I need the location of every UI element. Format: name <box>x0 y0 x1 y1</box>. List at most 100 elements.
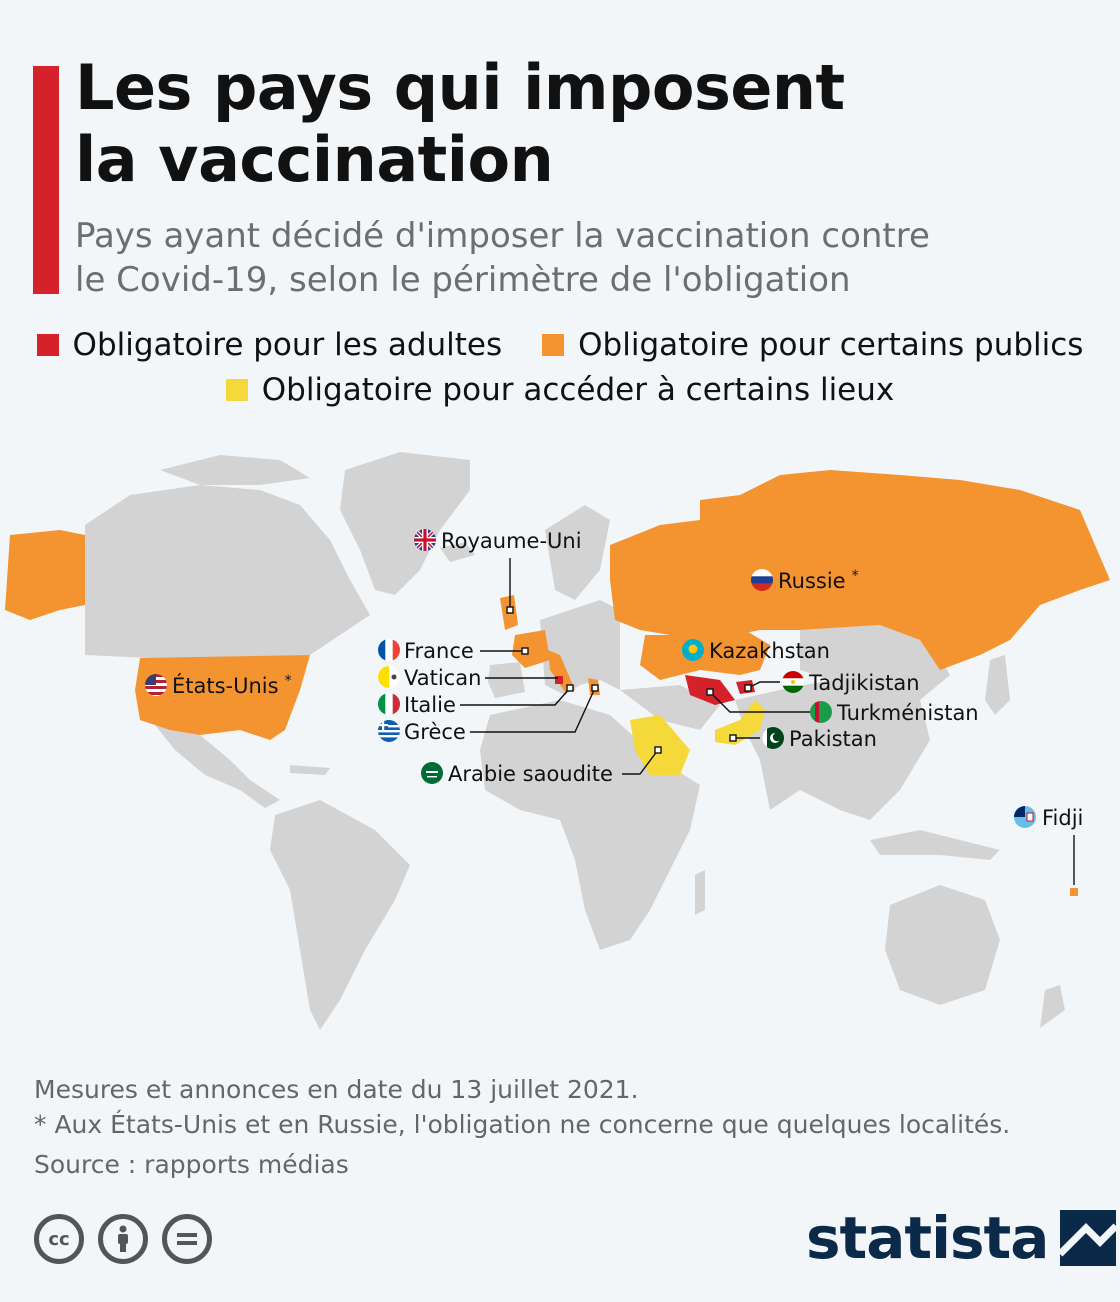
leader-tajikistan <box>747 681 780 689</box>
fiji-shape <box>1070 888 1078 896</box>
legend: Obligatoire pour les adultes Obligatoire… <box>0 327 1120 363</box>
marker-italy <box>566 684 574 692</box>
subtitle-line-1: Pays ayant décidé d'imposer la vaccinati… <box>75 216 930 256</box>
legend-item-certain-places: Obligatoire pour accéder à certains lieu… <box>225 372 895 408</box>
footnote-asterisk: * Aux États-Unis et en Russie, l'obligat… <box>34 1110 1011 1139</box>
greenland <box>340 452 470 595</box>
legend-swatch-adults <box>36 334 59 356</box>
statista-logo-icon <box>1060 1210 1117 1266</box>
leader-lines <box>460 558 1075 885</box>
statista-brand[interactable]: statista <box>806 1204 1117 1272</box>
title-line-1: Les pays qui imposent <box>75 51 845 124</box>
footnote-date: Mesures et annonces en date du 13 juille… <box>34 1075 639 1104</box>
label-text-italie: Italie <box>404 693 456 717</box>
license-icons: cc <box>34 1214 212 1264</box>
new-zealand <box>1040 985 1065 1028</box>
pakistan-flag-icon <box>762 727 784 749</box>
mexico-central-america <box>155 725 280 808</box>
vatican-flag-icon <box>378 666 400 688</box>
label-text-russie: Russie <box>778 569 846 593</box>
world-map: Royaume-Uni Russie * France Kazakhstan Va… <box>5 452 1110 1030</box>
europe-mainland <box>540 600 620 695</box>
label-france: France <box>378 639 474 663</box>
saudi-arabia-shape <box>630 715 690 775</box>
canada <box>85 485 370 658</box>
label-royaume-uni: Royaume-Uni <box>414 529 582 553</box>
marker-saudi <box>654 746 662 754</box>
usa-shape <box>135 655 310 740</box>
saudi-arabia-flag-icon <box>421 762 443 784</box>
label-text-france: France <box>404 639 474 663</box>
leader-italy <box>460 687 571 706</box>
leader-greece <box>470 687 596 733</box>
label-text-pakistan: Pakistan <box>789 727 877 751</box>
leader-saudi <box>622 749 659 775</box>
label-turkmenistan: Turkménistan <box>810 701 979 725</box>
title-accent-bar <box>33 66 59 294</box>
australia <box>885 885 1000 1005</box>
svg-text:Russie*: Russie * <box>778 568 859 593</box>
legend-label-certain-places: Obligatoire pour accéder à certains lieu… <box>261 372 895 408</box>
vatican-shape <box>555 676 563 684</box>
label-tadjikistan: Tadjikistan <box>782 671 920 695</box>
legend-swatch-certain-places <box>225 379 248 401</box>
certain-places-layer <box>630 700 765 775</box>
russia-flag-icon <box>751 569 773 591</box>
marker-greece <box>591 684 599 692</box>
page-title: Les pays qui imposent la vaccination <box>75 52 1035 196</box>
france-flag-icon <box>378 639 400 661</box>
label-etats-unis: États-Unis * <box>145 673 292 698</box>
china-mongolia <box>800 625 950 700</box>
label-kazakhstan: Kazakhstan <box>682 639 830 663</box>
label-text-kazakhstan: Kazakhstan <box>709 639 830 663</box>
iceland <box>440 542 475 562</box>
by-icon[interactable] <box>98 1214 148 1264</box>
scandinavia <box>545 505 610 600</box>
greece-flag-icon <box>378 720 400 742</box>
italy-shape <box>548 650 575 692</box>
legend-swatch-certain-publics <box>542 334 565 356</box>
southeast-asia-islands <box>870 830 1000 860</box>
label-text-turkmenistan: Turkménistan <box>836 701 979 725</box>
kazakhstan-flag-icon <box>682 639 704 661</box>
kazakhstan-shape <box>640 630 770 680</box>
certain-publics-layer <box>5 470 1110 896</box>
label-text-royaume-uni: Royaume-Uni <box>441 529 582 553</box>
leader-endpoints <box>506 606 752 754</box>
marker-pakistan <box>729 734 737 742</box>
marker-france <box>521 647 529 655</box>
label-text-vatican: Vatican <box>404 666 481 690</box>
label-grece: Grèce <box>378 720 466 744</box>
legend-item-certain-publics: Obligatoire pour certains publics <box>542 327 1083 363</box>
subtitle-line-2: le Covid-19, selon le périmètre de l'obl… <box>75 260 851 300</box>
label-vatican: Vatican <box>378 666 481 690</box>
legend-label-adults: Obligatoire pour les adultes <box>72 327 503 363</box>
italy-flag-icon <box>378 693 400 715</box>
nd-icon[interactable] <box>162 1214 212 1264</box>
label-pakistan: Pakistan <box>762 727 877 751</box>
legend-row-2: Obligatoire pour accéder à certains lieu… <box>0 372 1120 408</box>
spain <box>488 662 525 698</box>
russia-note-mark: * <box>852 568 859 584</box>
usa-note-mark: * <box>285 673 292 689</box>
arctic-islands <box>160 455 310 485</box>
marker-tajikistan <box>744 684 752 692</box>
label-text-tadjikistan: Tadjikistan <box>808 671 920 695</box>
uk-flag-icon <box>414 529 436 551</box>
cc-icon[interactable]: cc <box>34 1214 84 1264</box>
japan <box>985 655 1010 715</box>
marker-turkmenistan <box>706 688 714 696</box>
pakistan-shape <box>715 700 765 745</box>
south-america <box>270 800 410 1030</box>
label-fidji: Fidji <box>1014 806 1083 830</box>
alaska-shape <box>5 530 85 620</box>
brand-name: statista <box>806 1204 1049 1272</box>
marker-uk <box>506 606 514 614</box>
label-arabie-saoudite: Arabie saoudite <box>421 762 613 786</box>
label-text-grece: Grèce <box>404 720 466 744</box>
tajikistan-flag-icon <box>782 671 804 693</box>
label-italie: Italie <box>378 693 456 717</box>
legend-label-certain-publics: Obligatoire pour certains publics <box>578 327 1084 363</box>
label-text-fidji: Fidji <box>1042 806 1083 830</box>
caribbean <box>290 765 330 775</box>
